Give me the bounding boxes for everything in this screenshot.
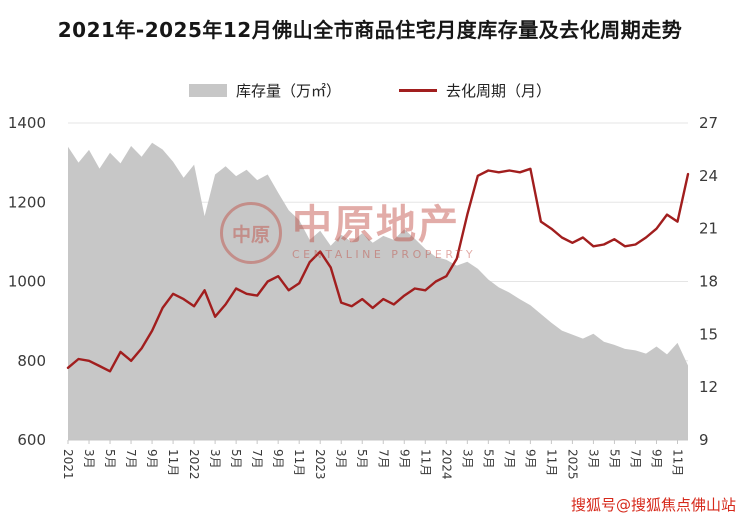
svg-text:7月: 7月 xyxy=(376,449,390,469)
svg-text:7月: 7月 xyxy=(628,449,642,469)
svg-text:5月: 5月 xyxy=(355,449,369,469)
svg-text:600: 600 xyxy=(17,431,46,449)
svg-text:9月: 9月 xyxy=(145,449,159,469)
svg-text:5月: 5月 xyxy=(481,449,495,469)
svg-text:11月: 11月 xyxy=(670,449,684,476)
cycle-line-swatch-icon xyxy=(399,89,437,92)
svg-text:2023: 2023 xyxy=(313,449,327,480)
svg-text:3月: 3月 xyxy=(460,449,474,469)
svg-text:15: 15 xyxy=(699,325,718,343)
svg-text:2025: 2025 xyxy=(565,449,579,480)
legend-item-inventory: 库存量（万㎡） xyxy=(188,80,341,101)
svg-text:7月: 7月 xyxy=(124,449,138,469)
svg-text:2024: 2024 xyxy=(439,449,453,480)
svg-text:5月: 5月 xyxy=(229,449,243,469)
svg-text:2021: 2021 xyxy=(61,449,75,480)
svg-text:800: 800 xyxy=(17,352,46,370)
source-attribution: 搜狐号@搜狐焦点佛山站 xyxy=(570,496,736,514)
svg-text:9月: 9月 xyxy=(649,449,663,469)
svg-text:9: 9 xyxy=(699,431,709,449)
svg-text:12: 12 xyxy=(699,378,718,396)
svg-text:5月: 5月 xyxy=(103,449,117,469)
svg-text:27: 27 xyxy=(699,114,718,132)
svg-text:21: 21 xyxy=(699,220,718,238)
svg-text:11月: 11月 xyxy=(166,449,180,476)
svg-text:7月: 7月 xyxy=(502,449,516,469)
svg-text:3月: 3月 xyxy=(334,449,348,469)
inventory-area-swatch-icon xyxy=(188,84,227,97)
svg-text:1400: 1400 xyxy=(8,114,46,132)
chart-title: 2021年-2025年12月佛山全市商品住宅月度库存量及去化周期走势 xyxy=(57,18,683,42)
svg-text:1200: 1200 xyxy=(8,193,46,211)
svg-text:2022: 2022 xyxy=(187,449,201,480)
svg-text:18: 18 xyxy=(699,273,718,291)
svg-text:9月: 9月 xyxy=(397,449,411,469)
legend-label-inventory: 库存量（万㎡） xyxy=(235,82,341,100)
svg-text:1000: 1000 xyxy=(8,273,46,291)
svg-text:11月: 11月 xyxy=(418,449,432,476)
svg-text:3月: 3月 xyxy=(586,449,600,469)
svg-text:24: 24 xyxy=(699,167,718,185)
combo-chart: 600 800 1000 1200 1400 9 12 15 18 21 24 27 2021 3月 5月 7… xyxy=(8,114,718,480)
legend: 库存量（万㎡） 去化周期（月） xyxy=(0,80,740,101)
svg-text:5月: 5月 xyxy=(607,449,621,469)
svg-text:7月: 7月 xyxy=(250,449,264,469)
svg-text:11月: 11月 xyxy=(292,449,306,476)
svg-text:3月: 3月 xyxy=(208,449,222,469)
svg-text:9月: 9月 xyxy=(271,449,285,469)
svg-text:9月: 9月 xyxy=(523,449,537,469)
svg-text:11月: 11月 xyxy=(544,449,558,476)
legend-label-cycle: 去化周期（月） xyxy=(446,82,552,100)
legend-item-cycle: 去化周期（月） xyxy=(399,80,551,101)
svg-text:3月: 3月 xyxy=(82,449,96,469)
